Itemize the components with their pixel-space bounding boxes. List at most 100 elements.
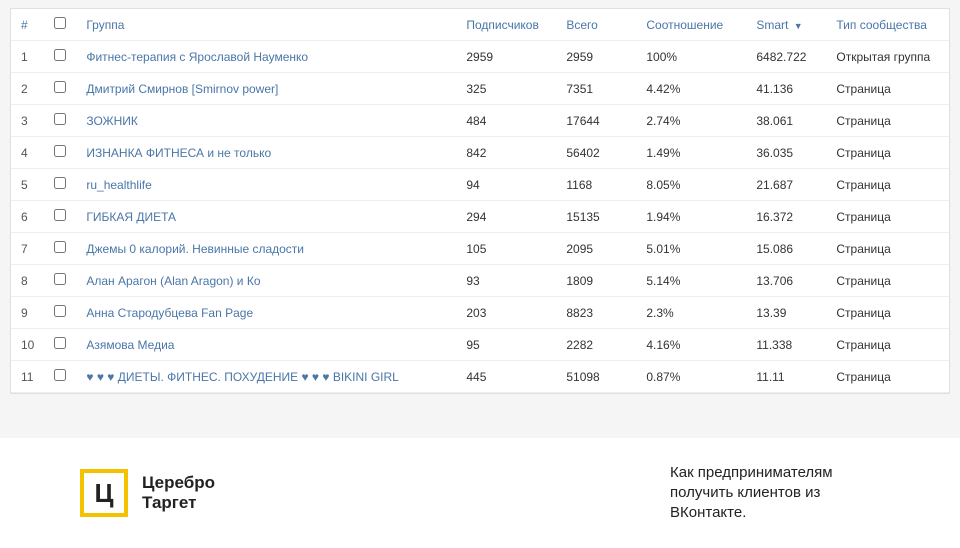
cell-type: Страница — [826, 361, 949, 393]
row-checkbox[interactable] — [54, 177, 66, 189]
table-row: 10 Азямова Медиа9522824.16%11.338Страница — [11, 329, 949, 361]
cell-type: Страница — [826, 233, 949, 265]
cell-group-link[interactable]: ГИБКАЯ ДИЕТА — [76, 201, 456, 233]
cell-smart: 38.061 — [746, 105, 826, 137]
cell-group-link[interactable]: Джемы 0 калорий. Невинные сладости — [76, 233, 456, 265]
cell-subscribers: 105 — [456, 233, 556, 265]
cell-number: 8 — [11, 265, 44, 297]
cell-subscribers: 95 — [456, 329, 556, 361]
cell-smart: 15.086 — [746, 233, 826, 265]
cell-group-link[interactable]: ИЗНАНКА ФИТНЕСА и не только — [76, 137, 456, 169]
cell-number: 2 — [11, 73, 44, 105]
cell-checkbox — [44, 169, 76, 201]
cell-total: 1809 — [556, 265, 636, 297]
cell-subscribers: 94 — [456, 169, 556, 201]
row-checkbox[interactable] — [54, 241, 66, 253]
col-header-smart[interactable]: Smart ▼ — [746, 9, 826, 41]
cell-ratio: 5.14% — [636, 265, 746, 297]
cell-number: 10 — [11, 329, 44, 361]
col-header-total[interactable]: Всего — [556, 9, 636, 41]
cell-ratio: 8.05% — [636, 169, 746, 201]
select-all-checkbox[interactable] — [54, 17, 66, 29]
col-header-number[interactable]: # — [11, 9, 44, 41]
cell-checkbox — [44, 265, 76, 297]
table-header-row: # Группа Подписчиков Всего Соотношение S… — [11, 9, 949, 41]
row-checkbox[interactable] — [54, 369, 66, 381]
cell-group-link[interactable]: ЗОЖНИК — [76, 105, 456, 137]
row-checkbox[interactable] — [54, 113, 66, 125]
cell-type: Страница — [826, 137, 949, 169]
cell-total: 2282 — [556, 329, 636, 361]
cell-checkbox — [44, 201, 76, 233]
col-header-subscribers[interactable]: Подписчиков — [456, 9, 556, 41]
cell-total: 2095 — [556, 233, 636, 265]
cell-number: 4 — [11, 137, 44, 169]
table-body: 1 Фитнес-терапия с Ярославой Науменко 2 95 9… — [11, 41, 949, 393]
cell-total: 17644 — [556, 105, 636, 137]
cell-group-link[interactable]: ru_healthlife — [76, 169, 456, 201]
cell-checkbox — [44, 297, 76, 329]
cell-ratio: 4.16% — [636, 329, 746, 361]
cell-smart: 13.706 — [746, 265, 826, 297]
cell-checkbox — [44, 361, 76, 393]
col-header-group[interactable]: Группа — [76, 9, 456, 41]
cell-checkbox — [44, 41, 76, 73]
cell-ratio: 2.3% — [636, 297, 746, 329]
cell-group-link[interactable]: ♥ ♥ ♥ ДИЕТЫ. ФИТНЕС. ПОХУДЕНИЕ ♥ ♥ ♥ BIK… — [76, 361, 456, 393]
col-header-smart-label: Smart — [756, 18, 788, 32]
logo-line2: Таргет — [142, 493, 215, 513]
col-header-ratio[interactable]: Соотношение — [636, 9, 746, 41]
cell-type: Страница — [826, 169, 949, 201]
cell-subscribers: 445 — [456, 361, 556, 393]
table-row: 7 Джемы 0 калорий. Невинные сладости10520… — [11, 233, 949, 265]
cell-smart: 6482.722 — [746, 41, 826, 73]
cell-subscribers: 203 — [456, 297, 556, 329]
cell-subscribers: 93 — [456, 265, 556, 297]
cell-smart: 11.338 — [746, 329, 826, 361]
row-checkbox[interactable] — [54, 145, 66, 157]
logo-letter: Ц — [95, 478, 114, 509]
cell-total: 51098 — [556, 361, 636, 393]
cell-number: 1 — [11, 41, 44, 73]
logo-block: Ц Церебро Таргет — [80, 469, 215, 517]
cell-smart: 21.687 — [746, 169, 826, 201]
row-checkbox[interactable] — [54, 337, 66, 349]
cell-ratio: 1.94% — [636, 201, 746, 233]
table-row: 8 Алан Арагон (Alan Aragon) и Ко9318095.1… — [11, 265, 949, 297]
cell-number: 3 — [11, 105, 44, 137]
col-header-checkbox[interactable] — [44, 9, 76, 41]
groups-table-container: # Группа Подписчиков Всего Соотношение S… — [10, 8, 950, 394]
table-row: 11 ♥ ♥ ♥ ДИЕТЫ. ФИТНЕС. ПОХУДЕНИЕ ♥ ♥ ♥ B… — [11, 361, 949, 393]
row-checkbox[interactable] — [54, 209, 66, 221]
groups-table: # Группа Подписчиков Всего Соотношение S… — [11, 9, 949, 393]
cell-type: Страница — [826, 73, 949, 105]
table-row: 6ГИБКАЯ ДИЕТА294151351.94%16.372Страница — [11, 201, 949, 233]
cell-total: 56402 — [556, 137, 636, 169]
table-row: 4ИЗНАНКА ФИТНЕСА и не только842564021.49… — [11, 137, 949, 169]
cell-group-link[interactable]: Фитнес-терапия с Ярославой Науменко — [76, 41, 456, 73]
cell-total: 1168 — [556, 169, 636, 201]
cell-group-link[interactable]: Анна Стародубцева Fan Page — [76, 297, 456, 329]
col-header-type[interactable]: Тип сообщества — [826, 9, 949, 41]
row-checkbox[interactable] — [54, 49, 66, 61]
cell-ratio: 1.49% — [636, 137, 746, 169]
cell-smart: 11.11 — [746, 361, 826, 393]
cell-ratio: 2.74% — [636, 105, 746, 137]
cell-type: Страница — [826, 297, 949, 329]
cell-number: 5 — [11, 169, 44, 201]
sort-indicator-icon: ▼ — [794, 21, 803, 31]
row-checkbox[interactable] — [54, 81, 66, 93]
cell-checkbox — [44, 233, 76, 265]
cell-group-link[interactable]: Дмитрий Смирнов [Smirnov power] — [76, 73, 456, 105]
footer: Ц Церебро Таргет Как предпринимателям по… — [0, 438, 960, 548]
cell-group-link[interactable]: Азямова Медиа — [76, 329, 456, 361]
table-row: 1Фитнес-терапия с Ярославой Науменко2959… — [11, 41, 949, 73]
cell-number: 11 — [11, 361, 44, 393]
cell-group-link[interactable]: Алан Арагон (Alan Aragon) и Ко — [76, 265, 456, 297]
row-checkbox[interactable] — [54, 305, 66, 317]
cell-number: 7 — [11, 233, 44, 265]
cell-subscribers: 294 — [456, 201, 556, 233]
cell-smart: 13.39 — [746, 297, 826, 329]
row-checkbox[interactable] — [54, 273, 66, 285]
cell-type: Страница — [826, 329, 949, 361]
